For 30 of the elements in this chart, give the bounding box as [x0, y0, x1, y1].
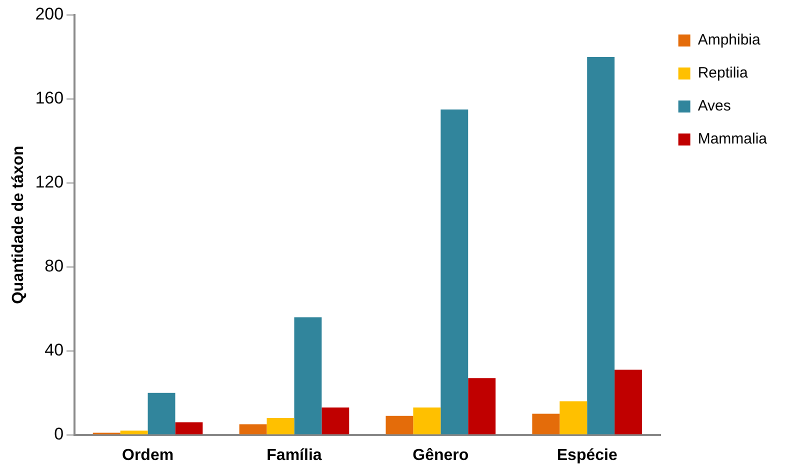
legend-label: Aves [698, 98, 731, 115]
y-tick-label: 80 [44, 256, 64, 276]
bar [587, 56, 615, 434]
x-tick-label: Ordem [122, 446, 174, 464]
bar [532, 414, 560, 434]
bar [294, 317, 322, 434]
bar [148, 392, 176, 434]
y-tick-label: 160 [35, 88, 64, 108]
bar [614, 370, 642, 434]
bar [120, 430, 148, 434]
bar [175, 422, 203, 434]
y-tick-label: 40 [44, 340, 64, 360]
bar [413, 408, 441, 434]
x-tick-label: Gênero [412, 446, 469, 464]
bar [239, 424, 267, 434]
y-axis-title: Quantidade de táxon [10, 146, 28, 304]
y-tick-label: 120 [35, 172, 64, 192]
bar [560, 401, 588, 434]
y-tick-label: 0 [54, 424, 64, 444]
bar [322, 408, 350, 434]
bar [440, 109, 468, 434]
legend-label: Mammalia [698, 130, 768, 148]
y-tick-label: 200 [35, 4, 64, 24]
bar [386, 416, 414, 434]
x-tick-label: Família [266, 446, 322, 464]
legend-label: Amphibia [698, 32, 762, 49]
bar [266, 418, 294, 434]
legend-label: Reptilia [698, 64, 749, 82]
bar [468, 378, 496, 434]
x-tick-label: Espécie [556, 446, 618, 464]
